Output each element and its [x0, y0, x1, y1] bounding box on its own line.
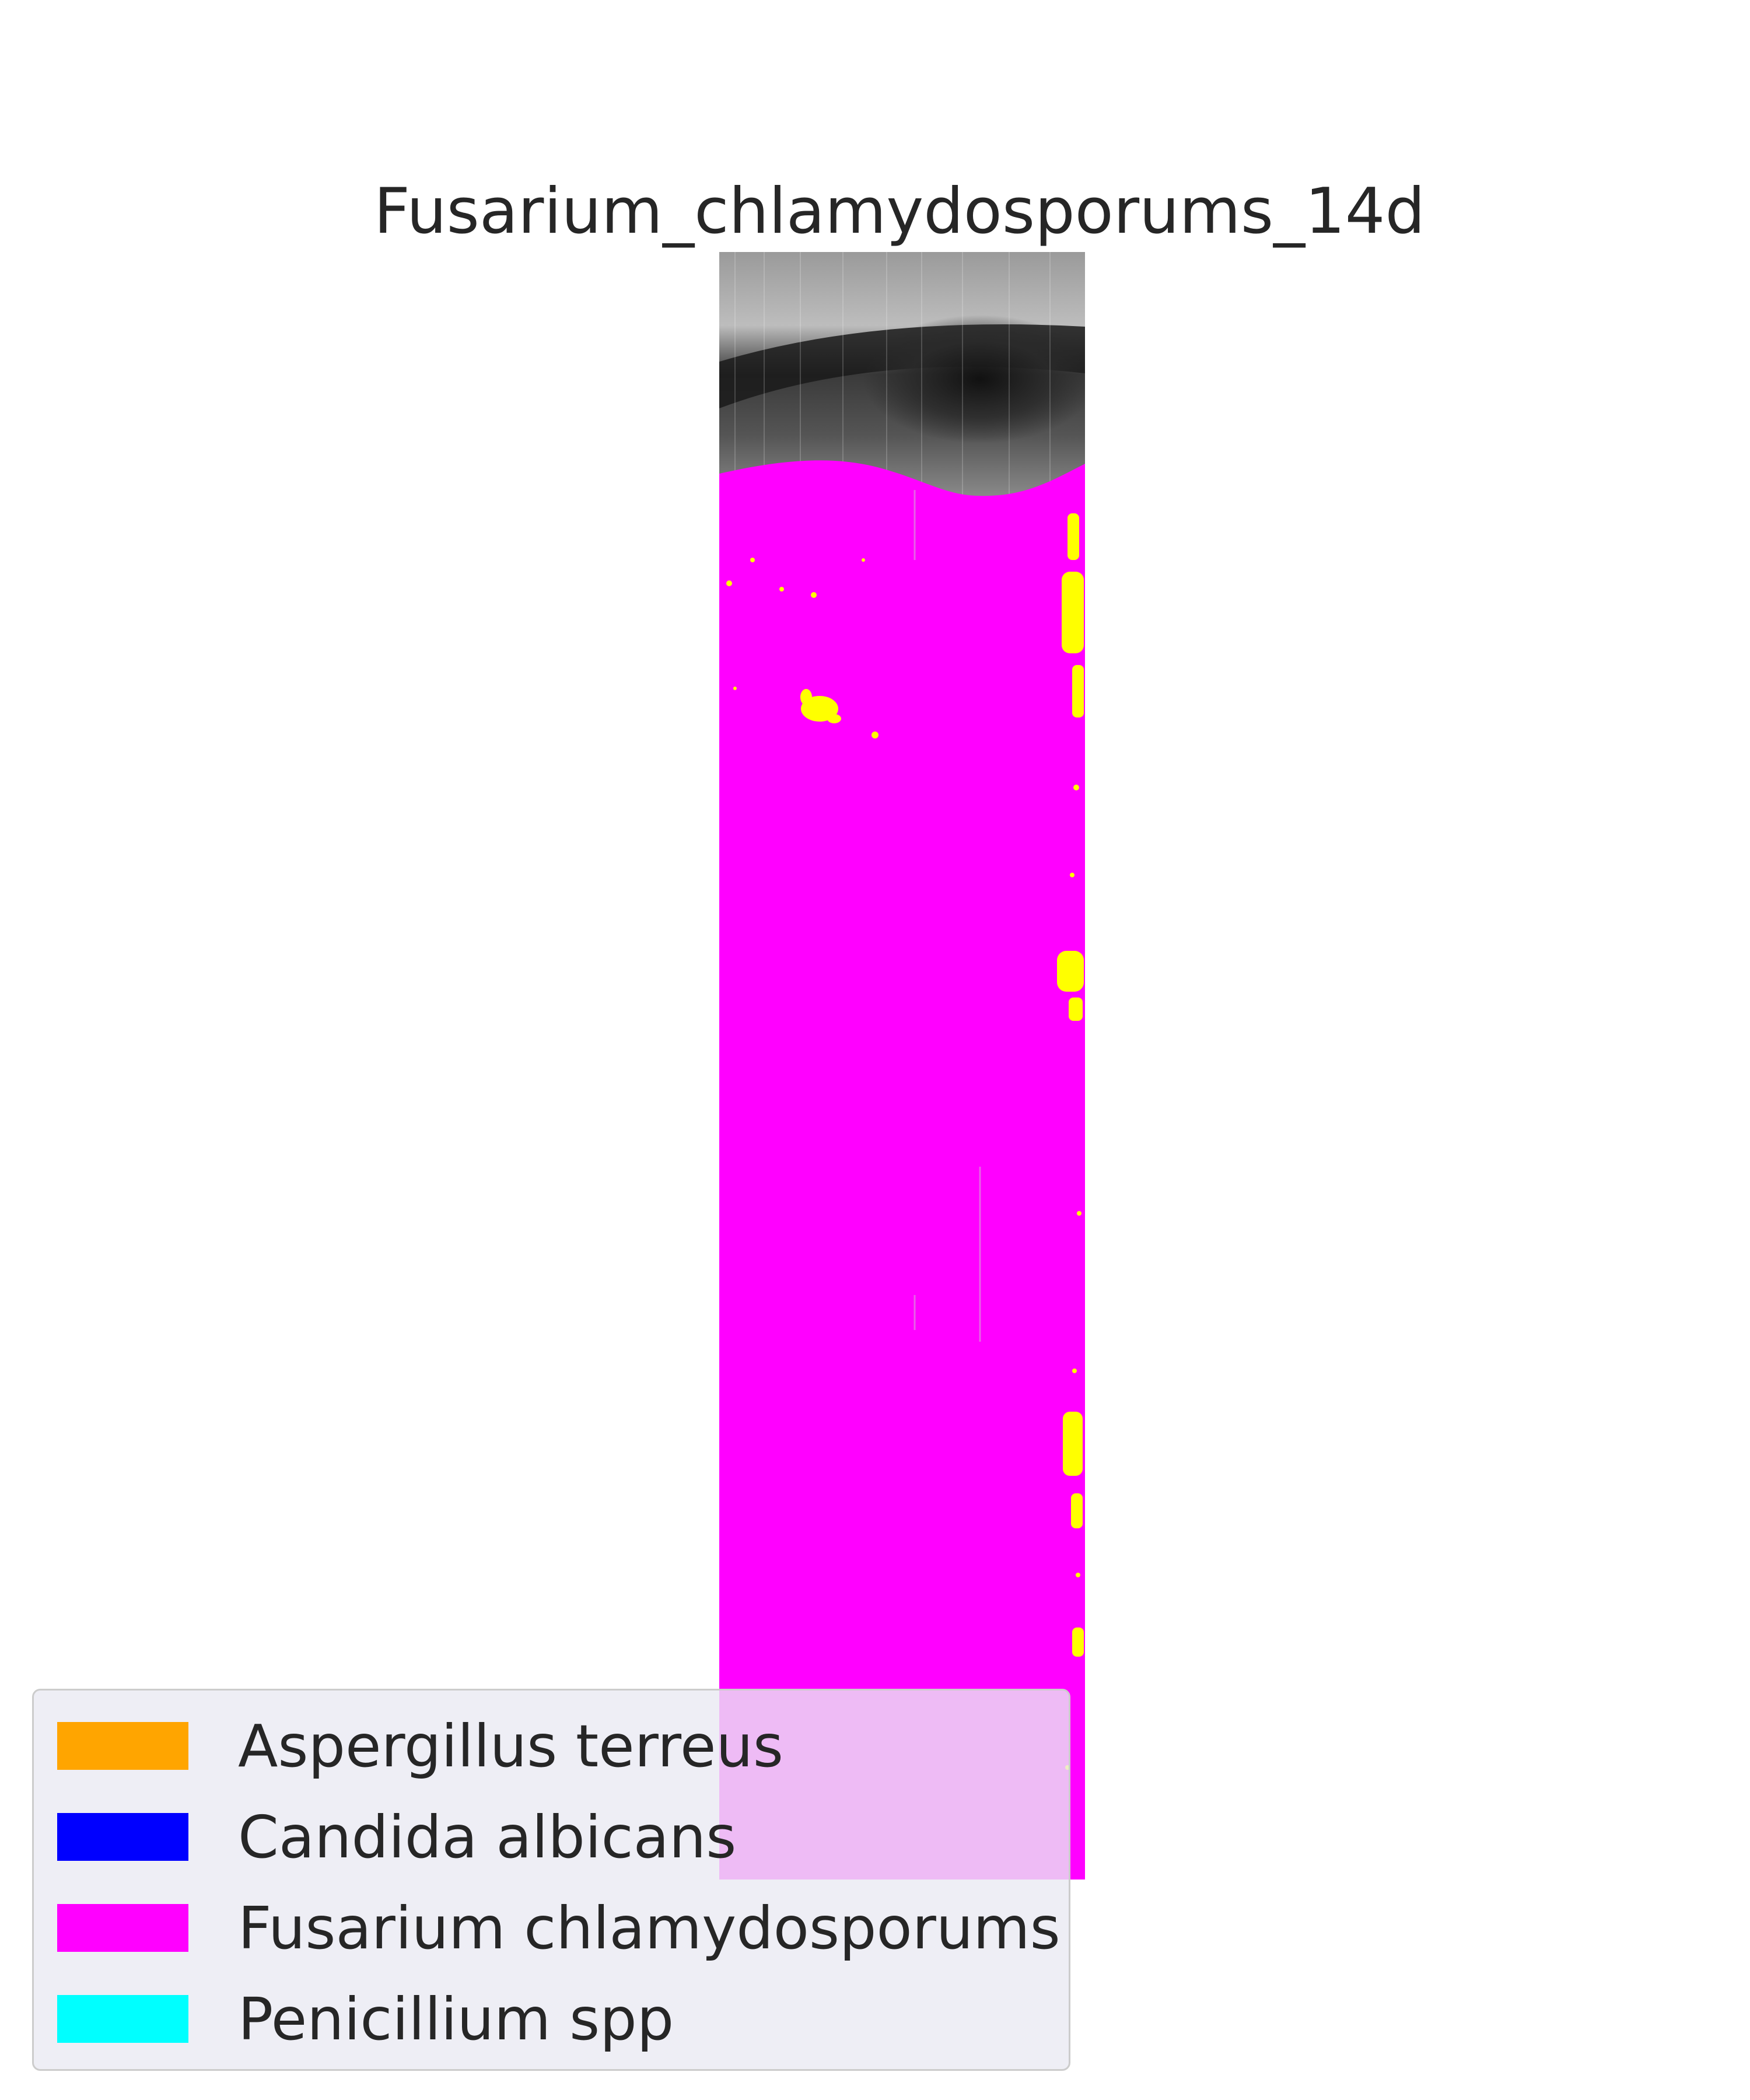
legend-label: Aspergillus terreus: [238, 1712, 783, 1780]
legend-item-penicillium: Penicillium spp: [57, 1985, 674, 2053]
legend-label: Penicillium spp: [238, 1985, 674, 2053]
legend-swatch: [57, 1813, 188, 1861]
legend-swatch: [57, 1904, 188, 1952]
legend-item-fusarium: Fusarium chlamydosporums: [57, 1894, 1060, 1962]
dark-blob: [863, 315, 1085, 443]
legend-label: Fusarium chlamydosporums: [238, 1894, 1060, 1962]
legend-swatch: [57, 1722, 188, 1770]
scan-streaks: [734, 252, 1051, 496]
legend-item-candida: Candida albicans: [57, 1803, 737, 1871]
chart-title: Fusarium_chlamydosporums_14d: [373, 175, 1426, 248]
secondary-class-regions: [726, 513, 1084, 1770]
chart-legend: Aspergillus terreus Candida albicans Fus…: [32, 1689, 1070, 2071]
overlay-artifacts: [914, 490, 981, 1342]
legend-item-aspergillus: Aspergillus terreus: [57, 1712, 783, 1780]
fusarium-overlay: [719, 460, 1085, 1880]
legend-label: Candida albicans: [238, 1803, 737, 1871]
legend-swatch: [57, 1995, 188, 2043]
heatmap-image: [719, 252, 1085, 1880]
